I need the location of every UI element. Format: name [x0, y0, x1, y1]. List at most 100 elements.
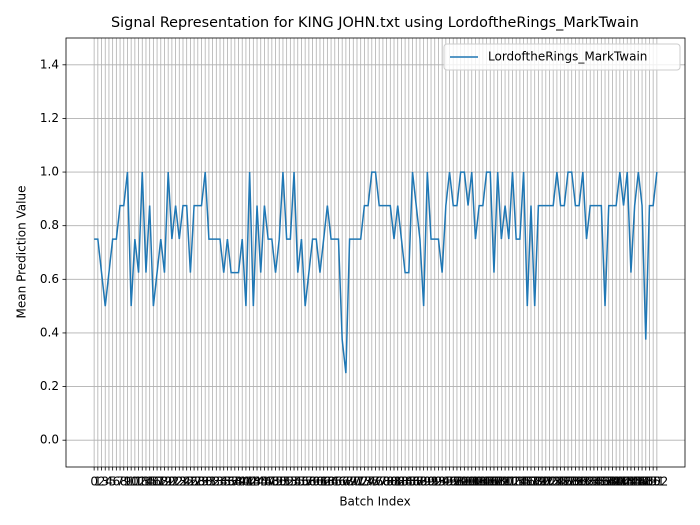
x-tick-label: 65	[327, 475, 342, 489]
x-tick-label: 55	[290, 475, 305, 489]
x-tick-label: 7	[116, 475, 124, 489]
x-tick-label: 88	[412, 475, 427, 489]
x-tick-label: 52	[279, 475, 294, 489]
x-tick-label: 48	[264, 475, 279, 489]
x-tick-label: 135	[582, 475, 605, 489]
x-tick-label: 146	[623, 475, 646, 489]
x-tick-label: 144	[616, 475, 639, 489]
legend-label: LordoftheRings_MarkTwain	[488, 50, 647, 64]
x-tick-label: 115	[508, 475, 531, 489]
x-tick-label: 152	[645, 475, 668, 489]
x-axis-label: Batch Index	[339, 495, 410, 509]
x-tick-label: 130	[564, 475, 587, 489]
legend-box	[443, 43, 681, 71]
x-tick-label: 98	[449, 475, 464, 489]
x-tick-label: 39	[231, 475, 246, 489]
x-tick-label: 16	[146, 475, 161, 489]
y-tick-label: 0.6	[40, 272, 59, 286]
x-tick-label: 131	[568, 475, 591, 489]
x-tick-label: 93	[431, 475, 446, 489]
x-tick-label: 11	[127, 475, 142, 489]
x-tick-label: 105	[471, 475, 494, 489]
x-tick-label: 124	[542, 475, 565, 489]
chart-title: Signal Representation for KING JOHN.txt …	[111, 15, 639, 31]
x-tick-label: 140	[601, 475, 624, 489]
x-tick-label: 53	[283, 475, 298, 489]
x-tick-label: 134	[579, 475, 602, 489]
x-tick-label: 25	[179, 475, 194, 489]
x-tick-label: 50	[272, 475, 287, 489]
x-tick-label: 81	[386, 475, 401, 489]
x-tick-label: 46	[257, 475, 272, 489]
x-tick-label: 87	[409, 475, 424, 489]
x-tick-label: 80	[383, 475, 398, 489]
y-tick-label: 1.2	[40, 111, 59, 125]
x-tick-label: 4	[105, 475, 113, 489]
x-tick-label: 66	[331, 475, 346, 489]
x-tick-label: 102	[460, 475, 483, 489]
x-tick-label: 38	[227, 475, 242, 489]
x-tick-label: 60	[309, 475, 324, 489]
x-tick-label: 0	[90, 475, 98, 489]
x-tick-label: 143	[612, 475, 635, 489]
x-tick-label: 150	[638, 475, 661, 489]
y-tick-label: 0.8	[40, 218, 59, 232]
x-tick-label: 136	[586, 475, 609, 489]
x-tick-label: 92	[427, 475, 442, 489]
x-tick-label: 10	[124, 475, 139, 489]
y-tick-label: 0.4	[40, 325, 59, 339]
x-tick-label: 96	[442, 475, 457, 489]
x-tick-label: 5	[109, 475, 117, 489]
x-tick-label: 139	[597, 475, 620, 489]
x-tick-label: 54	[286, 475, 301, 489]
x-tick-label: 14	[138, 475, 153, 489]
x-tick-label: 58	[301, 475, 316, 489]
x-tick-label: 24	[175, 475, 190, 489]
x-tick-label: 79	[379, 475, 394, 489]
x-tick-label: 6	[113, 475, 121, 489]
x-tick-label: 71	[349, 475, 364, 489]
x-tick-label: 27	[186, 475, 201, 489]
x-tick-label: 126	[549, 475, 572, 489]
x-tick-label: 121	[531, 475, 554, 489]
x-tick-label: 74	[360, 475, 375, 489]
x-tick-label: 141	[605, 475, 628, 489]
x-tick-label: 31	[201, 475, 216, 489]
plot-frame	[65, 37, 686, 468]
x-tick-label: 20	[161, 475, 176, 489]
x-tick-label: 43	[246, 475, 261, 489]
x-tick-label: 84	[397, 475, 412, 489]
x-tick-label: 8	[120, 475, 128, 489]
x-tick-label: 90	[420, 475, 435, 489]
x-tick-label: 63	[320, 475, 335, 489]
x-tick-label: 21	[164, 475, 179, 489]
x-tick-label: 138	[594, 475, 617, 489]
x-tick-label: 85	[401, 475, 416, 489]
x-tick-label: 77	[372, 475, 387, 489]
x-tick-label: 91	[423, 475, 438, 489]
x-tick-label: 100	[453, 475, 476, 489]
x-tick-label: 95	[438, 475, 453, 489]
x-tick-label: 35	[216, 475, 231, 489]
x-tick-label: 108	[483, 475, 506, 489]
x-tick-label: 61	[312, 475, 327, 489]
x-tick-label: 72	[353, 475, 368, 489]
x-tick-label: 148	[631, 475, 654, 489]
x-tick-label: 129	[560, 475, 583, 489]
x-tick-label: 127	[553, 475, 576, 489]
x-tick-label: 123	[538, 475, 561, 489]
x-tick-label: 12	[131, 475, 146, 489]
x-tick-label: 73	[357, 475, 372, 489]
x-tick-label: 145	[619, 475, 642, 489]
x-tick-label: 104	[468, 475, 491, 489]
x-tick-label: 57	[298, 475, 313, 489]
x-tick-label: 47	[260, 475, 275, 489]
x-tick-label: 109	[486, 475, 509, 489]
x-tick-label: 42	[242, 475, 257, 489]
x-tick-label: 37	[223, 475, 238, 489]
x-tick-label: 137	[590, 475, 613, 489]
y-tick-label: 1.0	[40, 165, 59, 179]
x-tick-label: 30	[198, 475, 213, 489]
x-tick-label: 59	[305, 475, 320, 489]
x-tick-label: 117	[516, 475, 539, 489]
